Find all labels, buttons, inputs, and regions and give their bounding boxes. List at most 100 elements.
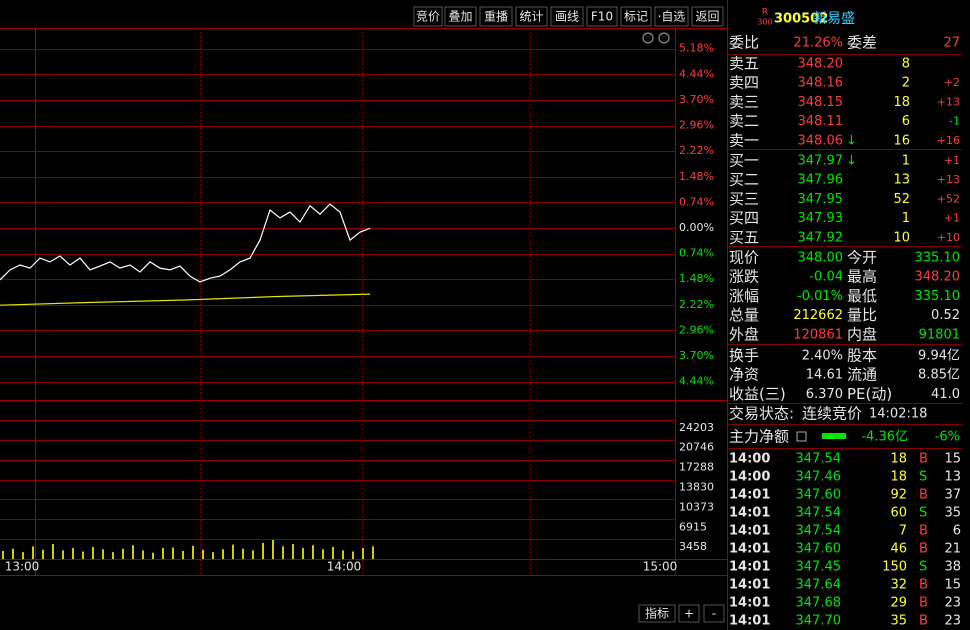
trade-side: B xyxy=(919,614,928,629)
volume-tick-label: 24203 xyxy=(679,421,714,434)
book-volume: 52 xyxy=(893,192,910,207)
quote-value: 91801 xyxy=(919,327,960,342)
indicator-label[interactable]: + xyxy=(684,607,694,621)
price-tick-label: 4.44% xyxy=(679,375,714,388)
trade-time: 14:00 xyxy=(729,452,770,467)
volume-bar xyxy=(72,548,74,559)
toolbar-button[interactable] xyxy=(620,6,652,27)
trade-volume: 18 xyxy=(890,452,907,467)
book-volume: 2 xyxy=(902,76,910,91)
price-tick-label: 1.48% xyxy=(679,272,714,285)
flow-value: -4.36亿 xyxy=(861,430,908,445)
toolbar-button[interactable] xyxy=(654,6,689,27)
toolbar-label[interactable]: 标记 xyxy=(624,10,648,24)
trade-price: 347.54 xyxy=(796,506,842,521)
volume-bar xyxy=(132,545,134,559)
trade-time: 14:01 xyxy=(729,506,770,521)
volume-tick-label: 17288 xyxy=(679,461,714,474)
toolbar-label[interactable]: 重播 xyxy=(484,10,508,24)
stock-name: 新易盛 xyxy=(813,11,855,27)
quote-label: 最低 xyxy=(847,287,877,305)
book-price: 347.95 xyxy=(798,192,844,207)
book-label: 卖五 xyxy=(729,55,759,73)
trade-side: S xyxy=(919,560,927,575)
trade-time: 14:01 xyxy=(729,560,770,575)
toolbar-label[interactable]: 画线 xyxy=(555,10,579,24)
quote-label: 流通 xyxy=(847,366,877,384)
volume-bar xyxy=(182,550,184,559)
toolbar-label[interactable]: 竞价 xyxy=(416,10,440,24)
ratio-label: 委差 xyxy=(847,34,877,52)
volume-bar xyxy=(202,549,204,559)
toolbar-button[interactable] xyxy=(413,6,443,27)
volume-bar xyxy=(82,551,84,559)
price-tick-label: 3.70% xyxy=(679,349,714,362)
toolbar-button[interactable] xyxy=(515,6,548,27)
toolbar-button[interactable] xyxy=(586,6,618,27)
quote-label: 内盘 xyxy=(847,325,877,343)
book-label: 买一 xyxy=(729,152,759,170)
indicator-button[interactable] xyxy=(638,604,676,623)
quote-value: 9.94亿 xyxy=(918,349,960,364)
book-price: 347.93 xyxy=(798,211,844,226)
volume-bar xyxy=(172,547,174,559)
volume-bar xyxy=(372,546,374,559)
trade-side: S xyxy=(919,506,927,521)
quote-label: 总量 xyxy=(729,306,759,324)
toolbar-button[interactable] xyxy=(444,6,477,27)
toolbar-button[interactable] xyxy=(550,6,584,27)
price-tick-label: 5.18% xyxy=(679,42,714,55)
toolbar-label[interactable]: 统计 xyxy=(519,10,543,24)
trade-volume: 92 xyxy=(890,488,907,503)
trade-side: B xyxy=(919,524,928,539)
volume-bar xyxy=(262,542,264,559)
book-volume: 18 xyxy=(893,95,910,110)
trade-count: 21 xyxy=(944,542,961,557)
book-arrow: ↓ xyxy=(846,154,857,169)
trade-time: 14:01 xyxy=(729,542,770,557)
toolbar-button[interactable] xyxy=(479,6,513,27)
book-label: 买二 xyxy=(729,171,759,189)
volume-bar xyxy=(272,540,274,559)
quote-label: 涨幅 xyxy=(729,287,759,305)
toolbar-label[interactable]: 返回 xyxy=(695,10,719,24)
price-line xyxy=(0,203,371,283)
volume-bar xyxy=(312,545,314,559)
volume-bar xyxy=(282,546,284,559)
ratio-label: 委比 xyxy=(729,34,759,52)
flow-percent: -6% xyxy=(935,430,960,445)
icon-button[interactable] xyxy=(658,32,670,44)
quote-label: 现价 xyxy=(729,249,759,267)
toolbar-button[interactable] xyxy=(691,6,724,27)
indicator-button[interactable] xyxy=(678,604,700,623)
toolbar-label[interactable]: 叠加 xyxy=(448,10,472,24)
volume-tick-label: 13830 xyxy=(679,481,714,494)
trade-side: B xyxy=(919,452,928,467)
toolbar-label[interactable]: ·自选 xyxy=(658,10,686,24)
trade-price: 347.64 xyxy=(796,578,842,593)
icon-button[interactable] xyxy=(642,32,654,44)
quote-value: 6.370 xyxy=(806,387,843,402)
volume-bar xyxy=(252,550,254,559)
volume-bar xyxy=(212,552,214,559)
quote-value: -0.04 xyxy=(809,270,843,285)
book-volume: 1 xyxy=(902,211,910,226)
toolbar-label[interactable]: F10 xyxy=(591,10,613,24)
book-label: 买三 xyxy=(729,190,759,208)
quote-value: 0.52 xyxy=(931,308,960,323)
trade-count: 23 xyxy=(944,614,961,629)
quote-value: 335.10 xyxy=(915,289,961,304)
quote-label: 股本 xyxy=(847,347,877,365)
book-change: +52 xyxy=(937,192,960,205)
volume-bar xyxy=(12,548,14,559)
book-label: 买五 xyxy=(729,228,759,246)
trade-volume: 35 xyxy=(890,614,907,629)
book-change: +13 xyxy=(937,95,960,108)
indicator-button[interactable] xyxy=(703,604,725,623)
indicator-label[interactable]: - xyxy=(712,607,716,621)
quote-label: 收益(三) xyxy=(729,385,786,403)
indicator-label[interactable]: 指标 xyxy=(645,606,669,621)
volume-bar xyxy=(42,549,44,559)
status-time: 14:02:18 xyxy=(869,407,927,422)
